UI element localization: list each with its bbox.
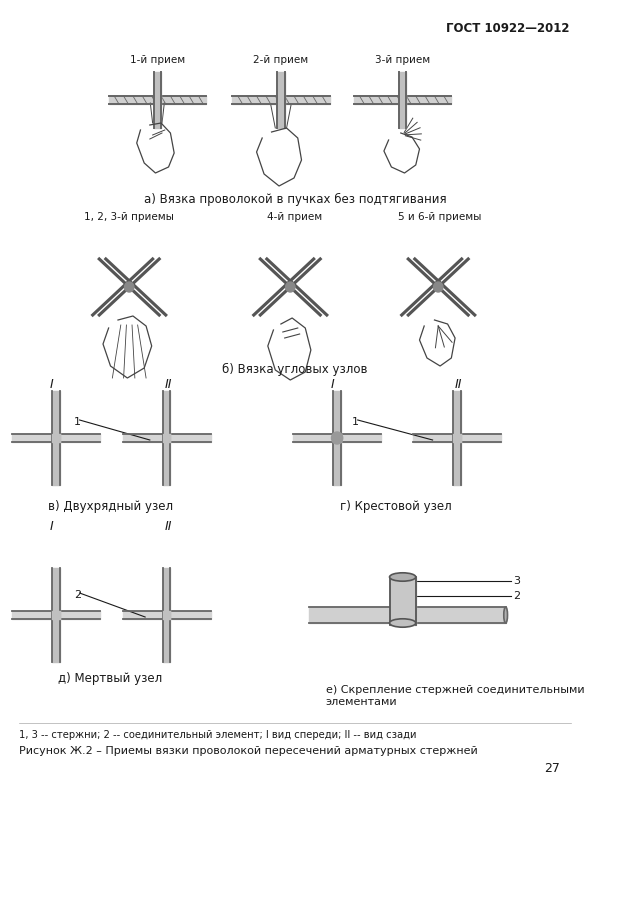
Text: II: II — [165, 378, 172, 391]
Circle shape — [433, 282, 443, 292]
Ellipse shape — [504, 607, 508, 623]
Text: I: I — [331, 378, 335, 391]
Text: 1-й прием: 1-й прием — [130, 55, 185, 65]
Text: д) Мертвый узел: д) Мертвый узел — [59, 672, 163, 685]
Text: II: II — [165, 520, 172, 533]
Text: е) Скрепление стержней соединительными
элементами: е) Скрепление стержней соединительными э… — [326, 685, 585, 707]
Circle shape — [125, 282, 134, 292]
Ellipse shape — [389, 572, 416, 582]
Text: в) Двухрядный узел: в) Двухрядный узел — [48, 500, 173, 513]
Circle shape — [285, 282, 295, 292]
Text: ГОСТ 10922—2012: ГОСТ 10922—2012 — [446, 22, 570, 35]
Text: 3: 3 — [513, 576, 520, 586]
Text: 3-й прием: 3-й прием — [375, 55, 430, 65]
Text: Рисунок Ж.2 – Приемы вязки проволокой пересечений арматурных стержней: Рисунок Ж.2 – Приемы вязки проволокой пе… — [19, 746, 478, 756]
Text: 5 и 6-й приемы: 5 и 6-й приемы — [398, 212, 482, 222]
Text: 2: 2 — [513, 591, 520, 601]
Text: 1: 1 — [352, 417, 359, 427]
Text: г) Крестовой узел: г) Крестовой узел — [340, 500, 452, 513]
Text: 1, 3 -- стержни; 2 -- соединительный элемент; I вид спереди; II -- вид сзади: 1, 3 -- стержни; 2 -- соединительный эле… — [19, 730, 416, 740]
Text: б) Вязка угловых узлов: б) Вязка угловых узлов — [222, 363, 368, 376]
Text: 1: 1 — [74, 417, 81, 427]
Text: 4-й прием: 4-й прием — [267, 212, 323, 222]
Circle shape — [331, 432, 343, 444]
Text: I: I — [50, 378, 54, 391]
Text: 27: 27 — [544, 762, 561, 775]
Text: 2-й прием: 2-й прием — [253, 55, 309, 65]
Text: 2: 2 — [74, 590, 81, 600]
Ellipse shape — [389, 619, 416, 627]
Text: II: II — [455, 378, 462, 391]
Text: а) Вязка проволокой в пучках без подтягивания: а) Вязка проволокой в пучках без подтяги… — [144, 193, 446, 206]
Text: I: I — [50, 520, 54, 533]
Text: 1, 2, 3-й приемы: 1, 2, 3-й приемы — [84, 212, 174, 222]
